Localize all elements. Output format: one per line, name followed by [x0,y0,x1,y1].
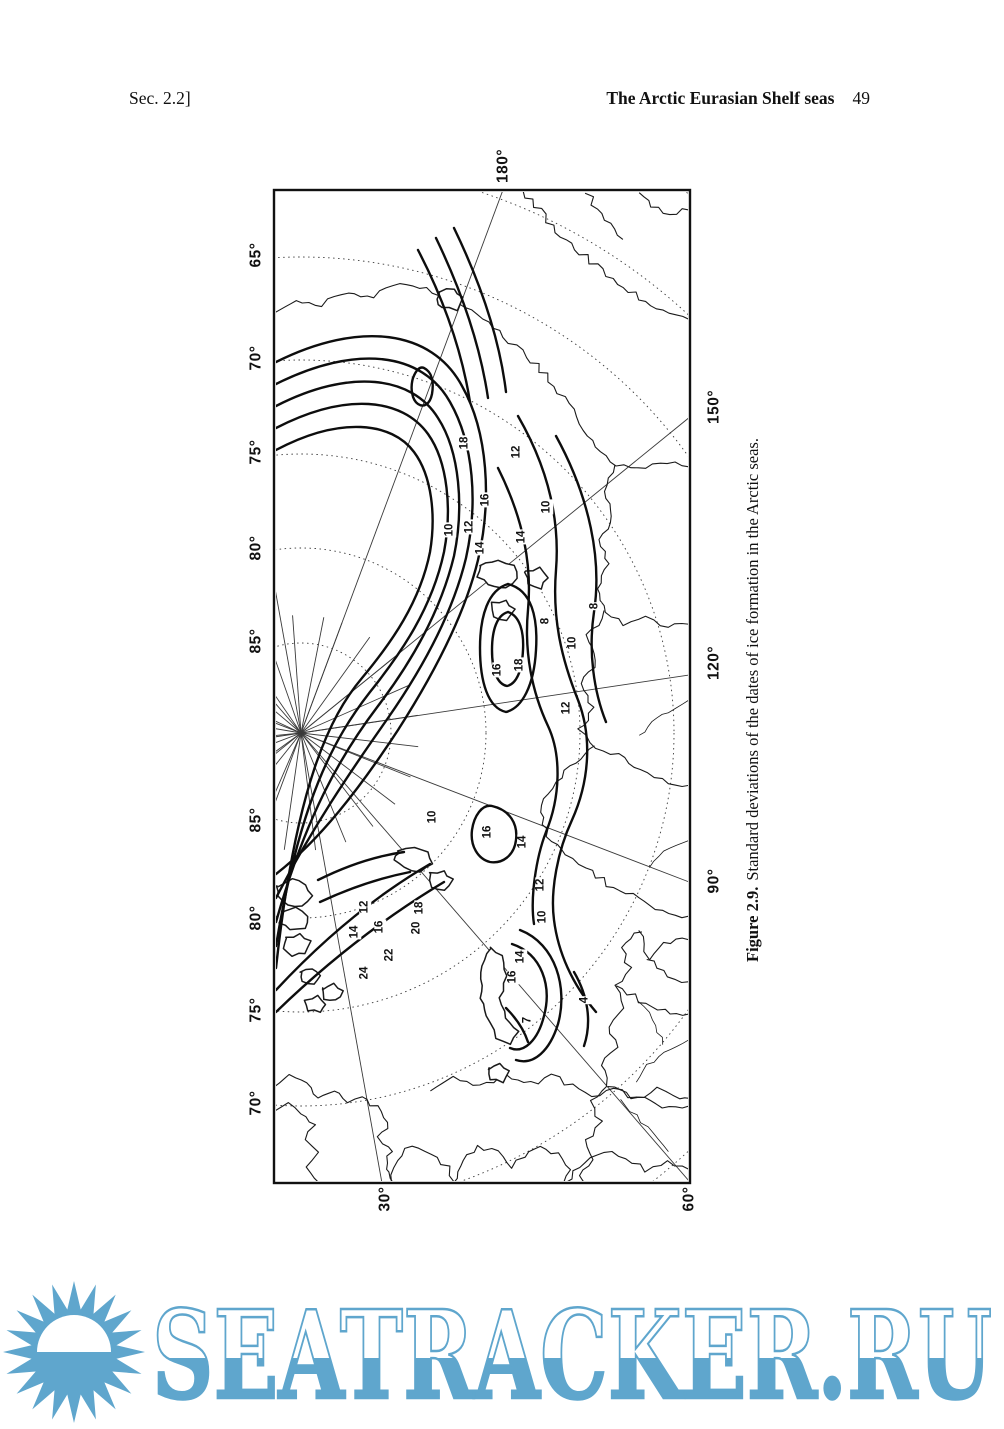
meridian-label: 60° [680,1186,698,1212]
contour-value-label: 14 [514,949,527,965]
meridian-label: 30° [376,1186,394,1212]
latitude-label: 80° [247,905,265,931]
contour-value-label: 16 [373,919,386,935]
latitude-label: 75° [247,997,265,1023]
latitude-label: 85° [247,628,265,654]
contour-value-label: 24 [358,965,371,981]
contour-value-label: 16 [479,492,492,508]
meridian-label: 120° [705,645,723,681]
coastlines [276,192,688,1181]
contour-value-label: 16 [481,824,494,840]
map-border [272,188,692,1185]
latitude-label: 70° [247,1090,265,1116]
contour-value-label: 12 [510,444,523,460]
contour-value-label: 10 [443,522,456,538]
contour-value-label: 10 [540,499,553,515]
contour-value-label: 12 [358,899,371,915]
figure-caption: Figure 2.9. Standard deviations of the da… [743,438,763,962]
contour-value-label: 22 [383,947,396,963]
latitude-label: 85° [247,807,265,833]
contour-value-label: 12 [463,519,476,535]
contour-value-label: 12 [534,877,547,893]
watermark-text: SEATRACKER.RU [152,1283,992,1427]
contour-value-label: 12 [560,700,573,716]
contour-value-label: 7 [521,1015,534,1025]
page-number: 49 [852,88,871,108]
section-header: Sec. 2.2] [129,88,191,108]
latitude-label: 70° [247,345,265,371]
contour-value-label: 18 [458,435,471,451]
figure-number: Figure 2.9. [743,886,762,962]
rivers [620,700,688,1152]
contour-value-label: 16 [491,662,504,678]
contour-value-label: 14 [516,834,529,850]
chapter-title: The Arctic Eurasian Shelf seas [606,88,835,108]
latitude-label: 65° [247,242,265,268]
contour-value-label: 8 [539,616,552,626]
meridian-label: 90° [705,868,723,894]
contour-value-label: 16 [506,969,519,985]
latitude-label: 75° [247,439,265,465]
isoline-contours [276,226,608,1063]
latitude-label: 80° [247,535,265,561]
contour-value-label: 4 [578,995,591,1005]
contour-value-label: 14 [515,529,528,545]
contour-value-label: 10 [426,809,439,825]
contour-value-label: 14 [348,924,361,940]
meridian-label: 150° [705,389,723,425]
meridian-label: 180° [494,148,512,184]
contour-value-label: 10 [566,635,579,651]
running-header: The Arctic Eurasian Shelf seas 49 [606,88,870,109]
contour-value-label: 18 [413,900,426,916]
contour-value-label: 14 [474,540,487,556]
contour-value-label: 20 [410,920,423,936]
watermark: SEATRACKER.RU [3,1281,993,1428]
sun-logo-icon [3,1281,145,1423]
contour-value-label: 10 [536,909,549,925]
contour-value-label: 8 [588,601,601,611]
figure-caption-text: Standard deviations of the dates of ice … [743,438,762,881]
contour-value-label: 18 [513,657,526,673]
